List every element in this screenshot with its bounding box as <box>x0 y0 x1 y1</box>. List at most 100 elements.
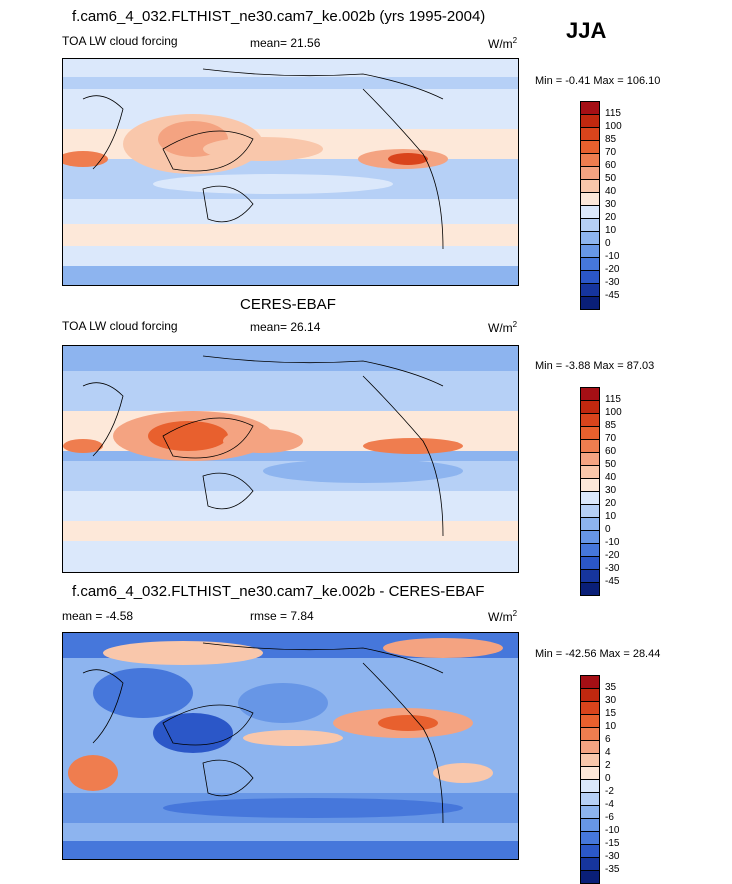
colorbar-swatch <box>581 767 599 780</box>
colorbar-tick-label: 6 <box>605 734 611 745</box>
colorbar-tick-label: 15 <box>605 708 617 719</box>
colorbar-tick-label: 50 <box>605 173 617 184</box>
panel3-minmax: Min = -42.56 Max = 28.44 <box>535 648 661 660</box>
colorbar-swatch <box>581 518 599 531</box>
colorbar-swatch <box>581 466 599 479</box>
colorbar-swatch <box>581 741 599 754</box>
panel3-map <box>62 632 519 860</box>
colorbar-tick-label: 115 <box>605 394 621 405</box>
colorbar-swatch <box>581 702 599 715</box>
colorbar-swatch <box>581 505 599 518</box>
colorbar-swatch <box>581 440 599 453</box>
colorbar-swatch <box>581 832 599 845</box>
colorbar-tick-label: 0 <box>605 773 611 784</box>
colorbar-swatch <box>581 570 599 583</box>
colorbar-swatch <box>581 154 599 167</box>
colorbar-swatch <box>581 871 599 883</box>
panel2-title: CERES-EBAF <box>240 296 336 313</box>
panel1-variable-label: TOA LW cloud forcing <box>62 34 178 48</box>
colorbar-swatch <box>581 167 599 180</box>
panel2-map-field <box>63 346 518 572</box>
colorbar-tick-label: 30 <box>605 695 617 706</box>
colorbar-tick-label: 85 <box>605 420 617 431</box>
colorbar-swatch <box>581 557 599 570</box>
colorbar-tick-label: -10 <box>605 537 620 548</box>
panel2-units: W/m2 <box>488 320 518 335</box>
colorbar-swatch <box>581 128 599 141</box>
panel3-units: W/m2 <box>488 609 518 624</box>
colorbar-tick-label: 4 <box>605 747 611 758</box>
colorbar-tick-label: 40 <box>605 186 617 197</box>
colorbar-tick-label: 30 <box>605 199 617 210</box>
panel2-variable-label: TOA LW cloud forcing <box>62 319 178 333</box>
colorbar-tick-label: -10 <box>605 825 620 836</box>
colorbar-tick-label: -30 <box>605 563 620 574</box>
colorbar-swatch <box>581 141 599 154</box>
colorbar-tick-label: 70 <box>605 433 617 444</box>
colorbar-swatch <box>581 453 599 466</box>
colorbar-swatch <box>581 193 599 206</box>
panel1-map <box>62 58 519 286</box>
panel1-units: W/m2 <box>488 36 518 51</box>
colorbar-swatch <box>581 102 599 115</box>
panel2-colorbar <box>580 387 600 596</box>
colorbar-swatch <box>581 271 599 284</box>
colorbar-tick-label: -2 <box>605 786 614 797</box>
panel2-map <box>62 345 519 573</box>
colorbar-tick-label: -6 <box>605 812 614 823</box>
panel2-mean-label: mean= 26.14 <box>250 320 321 334</box>
colorbar-tick-label: -15 <box>605 838 620 849</box>
colorbar-swatch <box>581 845 599 858</box>
colorbar-swatch <box>581 492 599 505</box>
colorbar-tick-label: 40 <box>605 472 617 483</box>
panel1-minmax: Min = -0.41 Max = 106.10 <box>535 75 661 87</box>
colorbar-swatch <box>581 180 599 193</box>
colorbar-tick-label: 20 <box>605 498 617 509</box>
panel1-map-field <box>63 59 518 285</box>
colorbar-swatch <box>581 284 599 297</box>
colorbar-tick-label: 85 <box>605 134 617 145</box>
panel1-title: f.cam6_4_032.FLTHIST_ne30.cam7_ke.002b (… <box>72 8 486 25</box>
colorbar-tick-label: 100 <box>605 407 622 418</box>
colorbar-tick-label: 30 <box>605 485 617 496</box>
colorbar-tick-label: 100 <box>605 121 622 132</box>
panel3-map-field <box>63 633 518 859</box>
colorbar-swatch <box>581 401 599 414</box>
colorbar-tick-label: 10 <box>605 225 617 236</box>
colorbar-swatch <box>581 206 599 219</box>
colorbar-tick-label: -45 <box>605 576 620 587</box>
colorbar-tick-label: -10 <box>605 251 620 262</box>
colorbar-swatch <box>581 219 599 232</box>
colorbar-swatch <box>581 115 599 128</box>
panel2-minmax: Min = -3.88 Max = 87.03 <box>535 360 655 372</box>
colorbar-swatch <box>581 780 599 793</box>
colorbar-tick-label: -30 <box>605 851 620 862</box>
colorbar-tick-label: 50 <box>605 459 617 470</box>
panel1-mean-label: mean= 21.56 <box>250 36 321 50</box>
panel3-rmse-label: rmse = 7.84 <box>250 609 314 623</box>
colorbar-swatch <box>581 531 599 544</box>
colorbar-tick-label: 115 <box>605 108 621 119</box>
colorbar-tick-label: -20 <box>605 550 620 561</box>
colorbar-swatch <box>581 728 599 741</box>
colorbar-swatch <box>581 806 599 819</box>
colorbar-tick-label: 60 <box>605 446 617 457</box>
colorbar-swatch <box>581 258 599 271</box>
colorbar-tick-label: 0 <box>605 524 611 535</box>
colorbar-tick-label: 10 <box>605 511 617 522</box>
colorbar-tick-label: 20 <box>605 212 617 223</box>
panel3-mean-label: mean = -4.58 <box>62 609 134 623</box>
colorbar-swatch <box>581 715 599 728</box>
colorbar-swatch <box>581 754 599 767</box>
colorbar-tick-label: -4 <box>605 799 614 810</box>
colorbar-tick-label: 2 <box>605 760 611 771</box>
colorbar-swatch <box>581 297 599 309</box>
colorbar-swatch <box>581 414 599 427</box>
colorbar-tick-label: 35 <box>605 682 617 693</box>
colorbar-tick-label: 0 <box>605 238 611 249</box>
colorbar-swatch <box>581 245 599 258</box>
colorbar-swatch <box>581 479 599 492</box>
colorbar-tick-label: 60 <box>605 160 617 171</box>
colorbar-swatch <box>581 689 599 702</box>
colorbar-swatch <box>581 388 599 401</box>
